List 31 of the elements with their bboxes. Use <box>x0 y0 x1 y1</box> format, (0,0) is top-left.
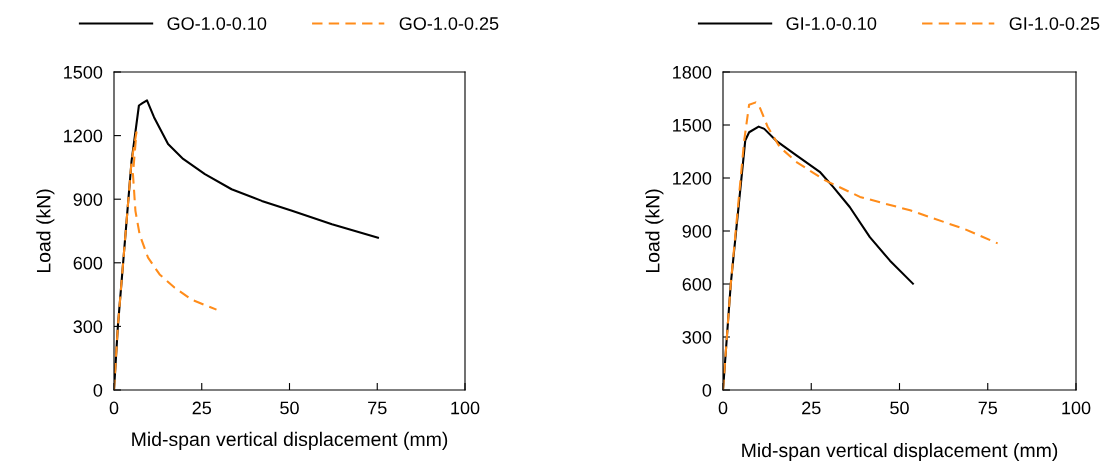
x-axis-title: Mid-span vertical displacement (mm) <box>132 431 448 450</box>
y-tick-label: 900 <box>73 193 103 206</box>
y-tick-label: 600 <box>73 256 103 270</box>
x-tick-label: 75 <box>978 401 998 415</box>
x-tick-label: 25 <box>802 401 821 415</box>
y-tick-label: 1500 <box>64 65 103 79</box>
y-tick-label: 1500 <box>673 118 712 132</box>
legend-label: GO-1.0-0.10 <box>167 17 267 30</box>
y-tick-label: 1800 <box>673 65 712 79</box>
x-tick-label: 0 <box>718 401 728 415</box>
x-tick-label: 50 <box>280 401 299 415</box>
y-axis-title: Load (kN) <box>36 189 55 273</box>
y-tick-label: 1200 <box>64 129 103 143</box>
x-tick-label: 0 <box>109 401 119 415</box>
y-tick-label: 900 <box>682 224 712 238</box>
x-tick-label: 100 <box>1062 401 1091 415</box>
y-axis-title: Load (kN) <box>645 189 664 273</box>
legend-label: GO-1.0-0.25 <box>399 17 499 30</box>
x-tick-label: 25 <box>192 401 212 415</box>
x-axis-title: Mid-span vertical displacement (mm) <box>742 442 1058 462</box>
legend-label: GI-1.0-0.25 <box>1009 17 1100 30</box>
y-tick-label: 300 <box>73 320 103 334</box>
y-tick-label: 0 <box>702 383 712 397</box>
y-tick-label: 1200 <box>673 171 712 185</box>
y-tick-label: 600 <box>682 277 712 291</box>
y-tick-label: 0 <box>93 383 103 397</box>
y-tick-label: 300 <box>682 330 712 344</box>
legend-label: GI-1.0-0.10 <box>786 17 877 30</box>
x-tick-label: 100 <box>451 401 480 415</box>
x-tick-label: 75 <box>368 401 387 415</box>
x-tick-label: 50 <box>890 401 909 415</box>
